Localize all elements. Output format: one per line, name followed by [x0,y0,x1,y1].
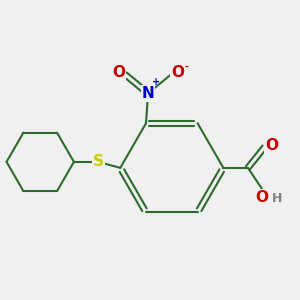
Text: O: O [112,65,125,80]
Text: O: O [265,138,278,153]
Text: H: H [272,192,282,205]
Text: S: S [93,154,104,169]
Text: -: - [184,61,188,71]
Text: N: N [142,86,154,101]
Text: O: O [171,65,184,80]
Text: O: O [255,190,268,205]
Text: +: + [152,77,160,87]
